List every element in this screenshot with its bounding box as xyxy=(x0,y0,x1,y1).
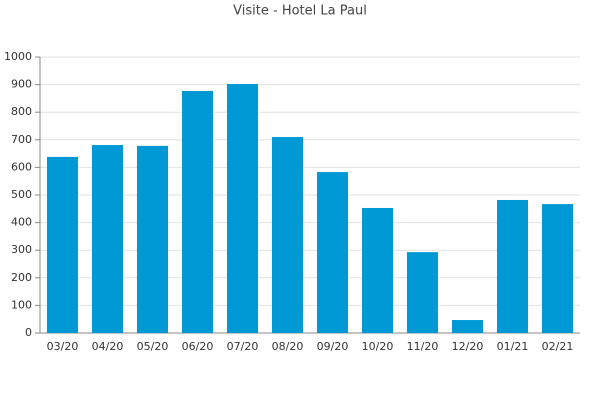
y-tick-label: 1000 xyxy=(4,50,32,63)
x-tick-label: 06/20 xyxy=(182,340,214,353)
bar xyxy=(496,199,529,333)
bar xyxy=(361,207,394,333)
y-tick-label: 700 xyxy=(11,133,32,146)
x-tick-label: 03/20 xyxy=(47,340,79,353)
bar xyxy=(46,156,79,333)
bar xyxy=(91,145,124,333)
x-tick-label: 01/21 xyxy=(497,340,529,353)
x-tick-label: 07/20 xyxy=(227,340,259,353)
x-tick-label: 10/20 xyxy=(362,340,394,353)
y-tick-label: 400 xyxy=(11,216,32,229)
bar xyxy=(541,204,574,333)
y-tick-label: 500 xyxy=(11,188,32,201)
x-tick-label: 12/20 xyxy=(452,340,484,353)
bar xyxy=(316,172,349,333)
x-tick-label: 11/20 xyxy=(407,340,439,353)
y-tick-label: 600 xyxy=(11,160,32,173)
y-tick-label: 100 xyxy=(11,298,32,311)
y-tick-label: 200 xyxy=(11,271,32,284)
chart-title: Visite - Hotel La Paul xyxy=(233,4,367,19)
x-tick-label: 02/21 xyxy=(542,340,574,353)
x-tick-label: 08/20 xyxy=(272,340,304,353)
y-tick-label: 0 xyxy=(25,326,32,339)
y-tick-label: 900 xyxy=(11,78,32,91)
x-tick-label: 05/20 xyxy=(137,340,169,353)
x-tick-label: 04/20 xyxy=(92,340,124,353)
bar xyxy=(136,145,169,333)
x-tick-label: 09/20 xyxy=(317,340,349,353)
y-tick-label: 800 xyxy=(11,105,32,118)
bar xyxy=(181,90,214,333)
bar xyxy=(406,252,439,333)
bar xyxy=(451,320,484,333)
bar xyxy=(271,137,304,333)
y-tick-label: 300 xyxy=(11,243,32,256)
bar xyxy=(226,84,259,333)
